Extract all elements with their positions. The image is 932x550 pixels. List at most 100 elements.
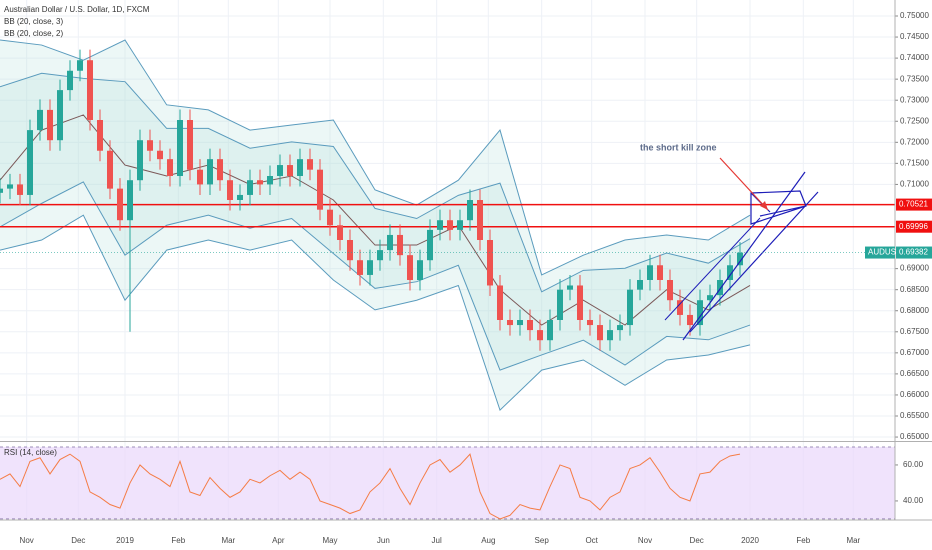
y-tick-label: 0.75000 <box>900 11 929 20</box>
candle-body <box>477 200 483 240</box>
candle-body <box>497 285 503 320</box>
candle-body <box>67 70 73 91</box>
candle-body <box>547 320 553 341</box>
candle-body <box>617 325 623 331</box>
arrow-head <box>760 201 768 210</box>
x-tick-label: Feb <box>171 536 185 545</box>
candle-body <box>217 159 223 181</box>
band-line <box>0 114 751 326</box>
candle-body <box>37 109 43 131</box>
candle-body <box>507 320 513 326</box>
candle-body <box>177 120 183 176</box>
last-price-name: AUDUSD <box>868 248 902 257</box>
x-tick-label: Mar <box>846 536 860 545</box>
candle-body <box>97 120 103 151</box>
y-tick-label: 0.66000 <box>900 390 929 399</box>
candle-body <box>237 194 243 200</box>
level-label: 0.69996 <box>899 222 928 231</box>
arrow <box>719 157 769 211</box>
candle-body <box>427 229 433 261</box>
candle-body <box>407 255 413 280</box>
y-tick-label: 0.67000 <box>900 348 929 357</box>
candle-body <box>77 60 83 71</box>
candle-body <box>227 180 233 200</box>
candle-body <box>7 184 13 189</box>
x-tick-label: 2020 <box>741 536 759 545</box>
band-line <box>0 39 751 276</box>
channel-line <box>689 191 819 333</box>
last-price-name-box <box>865 246 895 259</box>
candle-body <box>307 159 313 170</box>
candle-body <box>567 285 573 290</box>
y-tick-label: 0.74000 <box>900 53 929 62</box>
candle-body <box>517 320 523 326</box>
candle-body <box>737 252 743 266</box>
channel-line <box>682 171 806 341</box>
candle-body <box>107 150 113 189</box>
candle-body <box>597 325 603 341</box>
candle-body <box>537 330 543 341</box>
y-tick-label: 0.69000 <box>900 264 929 273</box>
candle-body <box>417 260 423 280</box>
candle-body <box>347 240 353 261</box>
candle-body <box>557 289 563 320</box>
y-tick-label: 0.72500 <box>900 116 929 125</box>
band-line <box>0 72 751 293</box>
y-tick-label: 0.74500 <box>900 32 929 41</box>
candle-body <box>607 330 613 341</box>
candle-body <box>697 300 703 326</box>
y-tick-label: 0.65500 <box>900 411 929 420</box>
x-tick-label: Mar <box>221 536 235 545</box>
x-tick-label: Nov <box>638 536 652 545</box>
y-tick-label: 0.73000 <box>900 95 929 104</box>
candle-body <box>647 265 653 280</box>
y-tick-label: 0.68000 <box>900 306 929 315</box>
x-tick-label: Nov <box>20 536 34 545</box>
x-tick-label: Feb <box>796 536 810 545</box>
candle-body <box>127 180 133 221</box>
candle-body <box>297 159 303 176</box>
candle-body <box>137 140 143 181</box>
candle-body <box>687 314 693 326</box>
level-label: 0.70521 <box>899 200 928 209</box>
band-line <box>0 181 751 371</box>
y-tick-label: 0.71500 <box>900 158 929 167</box>
candle-body <box>27 130 33 195</box>
candle-body <box>0 188 3 193</box>
candle-body <box>287 165 293 176</box>
candle-body <box>657 265 663 280</box>
candle-body <box>397 234 403 256</box>
candle-body <box>717 280 723 296</box>
x-tick-label: Jun <box>377 536 390 545</box>
rsi-pane: 40.00 60.00 <box>0 446 924 520</box>
candle-body <box>627 289 633 326</box>
candle-body <box>637 280 643 290</box>
band-line <box>0 214 751 412</box>
y-tick-label: 0.71000 <box>900 180 929 189</box>
candle-body <box>457 220 463 230</box>
last-price-box <box>896 246 932 259</box>
candle-body <box>47 109 53 141</box>
candle-body <box>187 120 193 170</box>
candle-body <box>17 184 23 195</box>
candle-body <box>707 295 713 301</box>
candle-body <box>257 180 263 185</box>
x-tick-label: Apr <box>272 536 285 545</box>
candle-body <box>277 165 283 176</box>
candle-body <box>157 150 163 160</box>
rsi-title: RSI (14, close) <box>4 448 57 457</box>
candle-body <box>327 209 333 226</box>
last-price-label: 0.69382 <box>899 248 928 257</box>
x-tick-label: Aug <box>481 536 495 545</box>
y-tick-label: 0.65000 <box>900 432 929 441</box>
candle-body <box>197 169 203 185</box>
candle-body <box>527 320 533 331</box>
candle-body <box>317 169 323 210</box>
legend-entry: BB (20, close, 3) <box>4 17 63 26</box>
annotation: the short kill zone <box>640 142 717 152</box>
candle-body <box>267 176 273 185</box>
level-label-box <box>896 198 932 211</box>
